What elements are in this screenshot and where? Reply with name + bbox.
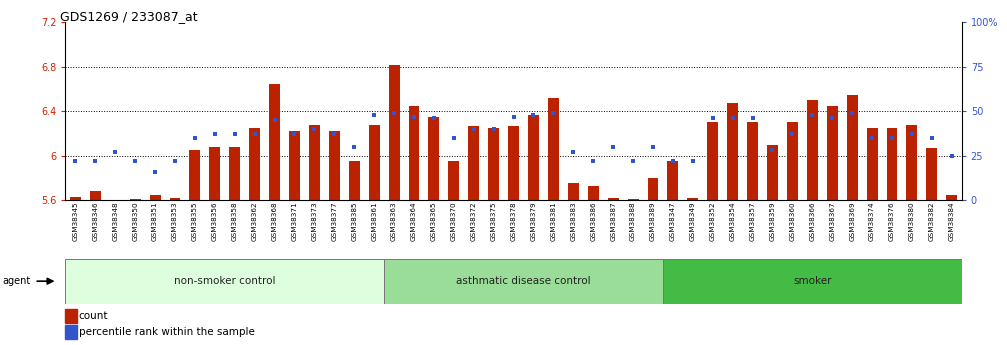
Bar bbox=[209, 147, 221, 200]
Bar bbox=[69, 197, 81, 200]
Bar bbox=[289, 131, 300, 200]
Point bbox=[147, 169, 163, 175]
Point bbox=[784, 131, 801, 137]
Point bbox=[923, 135, 940, 141]
Bar bbox=[747, 122, 758, 200]
Point bbox=[744, 116, 760, 121]
Bar bbox=[150, 195, 160, 200]
Point bbox=[764, 148, 780, 153]
Point bbox=[805, 112, 821, 118]
Bar bbox=[90, 191, 101, 200]
Point bbox=[367, 112, 383, 118]
Bar bbox=[947, 195, 958, 200]
Point bbox=[585, 158, 601, 164]
Point bbox=[665, 158, 681, 164]
Point bbox=[705, 116, 721, 121]
Bar bbox=[847, 95, 858, 200]
Point bbox=[326, 131, 342, 137]
Bar bbox=[588, 186, 599, 200]
Bar bbox=[269, 83, 280, 200]
Bar bbox=[867, 128, 877, 200]
Point bbox=[107, 149, 123, 155]
Point bbox=[526, 112, 542, 118]
Point bbox=[546, 110, 562, 116]
Bar bbox=[727, 104, 738, 200]
Bar bbox=[348, 161, 359, 200]
Bar bbox=[488, 128, 499, 200]
Point bbox=[864, 135, 880, 141]
Bar bbox=[249, 128, 260, 200]
Point bbox=[944, 153, 960, 158]
Text: GDS1269 / 233087_at: GDS1269 / 233087_at bbox=[60, 10, 198, 23]
Bar bbox=[329, 131, 339, 200]
Point bbox=[346, 144, 363, 150]
Bar bbox=[648, 178, 659, 200]
Bar bbox=[65, 259, 384, 304]
Text: count: count bbox=[79, 311, 108, 321]
Point bbox=[267, 117, 283, 123]
Text: non-smoker control: non-smoker control bbox=[174, 276, 276, 286]
Point bbox=[725, 116, 741, 121]
Bar bbox=[409, 106, 420, 200]
Bar bbox=[627, 199, 638, 200]
Point bbox=[206, 131, 223, 137]
Text: agent: agent bbox=[2, 276, 30, 286]
Point bbox=[67, 158, 84, 164]
Bar bbox=[130, 199, 141, 200]
Bar bbox=[807, 100, 818, 200]
Point bbox=[88, 158, 104, 164]
Text: percentile rank within the sample: percentile rank within the sample bbox=[79, 327, 255, 337]
Point bbox=[426, 116, 442, 121]
Bar bbox=[509, 126, 519, 200]
Bar bbox=[369, 125, 380, 200]
Point bbox=[625, 158, 641, 164]
Bar bbox=[786, 122, 798, 200]
Bar bbox=[428, 117, 439, 200]
Bar bbox=[189, 150, 200, 200]
Bar bbox=[886, 128, 897, 200]
Bar bbox=[926, 148, 938, 200]
Bar bbox=[548, 98, 559, 200]
Point bbox=[685, 158, 701, 164]
Bar bbox=[906, 125, 917, 200]
Bar bbox=[568, 184, 579, 200]
Bar bbox=[707, 122, 718, 200]
Point bbox=[406, 114, 422, 119]
Bar bbox=[827, 106, 838, 200]
Bar bbox=[468, 126, 479, 200]
Point bbox=[167, 158, 183, 164]
Bar bbox=[663, 259, 962, 304]
Bar bbox=[668, 161, 679, 200]
Bar bbox=[169, 198, 180, 200]
Bar bbox=[767, 145, 778, 200]
Point bbox=[386, 110, 402, 116]
Point bbox=[605, 144, 621, 150]
Bar bbox=[688, 198, 698, 200]
Bar bbox=[448, 161, 459, 200]
Point bbox=[904, 131, 920, 137]
Point bbox=[565, 149, 581, 155]
Point bbox=[644, 144, 661, 150]
Bar bbox=[528, 115, 539, 200]
Point bbox=[465, 126, 481, 132]
Point bbox=[306, 126, 322, 132]
Point bbox=[485, 126, 501, 132]
Point bbox=[884, 135, 900, 141]
Point bbox=[127, 158, 143, 164]
Bar bbox=[384, 259, 663, 304]
Point bbox=[286, 131, 302, 137]
Bar bbox=[607, 198, 618, 200]
Point bbox=[227, 131, 243, 137]
Point bbox=[844, 110, 860, 116]
Point bbox=[187, 135, 203, 141]
Point bbox=[446, 135, 462, 141]
Bar bbox=[389, 65, 400, 200]
Bar bbox=[230, 147, 241, 200]
Text: smoker: smoker bbox=[794, 276, 832, 286]
Point bbox=[824, 116, 840, 121]
Point bbox=[506, 114, 522, 119]
Bar bbox=[309, 125, 320, 200]
Text: asthmatic disease control: asthmatic disease control bbox=[456, 276, 591, 286]
Point bbox=[247, 131, 263, 137]
